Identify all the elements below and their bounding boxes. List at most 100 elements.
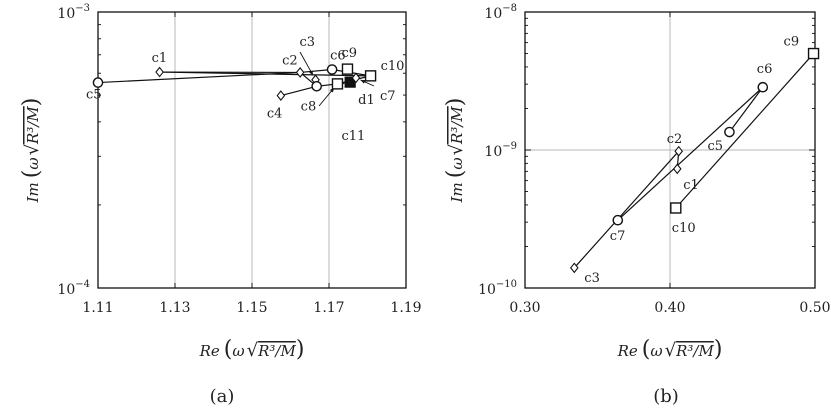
x-label-prefix: Re: [199, 342, 220, 360]
x-tick-label: 1.13: [159, 300, 190, 316]
point-label-c10: c10: [381, 59, 405, 74]
point-c4-marker: [276, 90, 286, 101]
y-label-expr: R³/M: [448, 106, 466, 145]
x-tick-label: 1.15: [236, 300, 267, 316]
x-label-expr: R³/M: [257, 342, 296, 360]
x-label-paren-close: ): [296, 337, 305, 362]
point-c10-marker: [670, 202, 682, 214]
y-tick-exponent: −4: [75, 279, 90, 290]
y-axis-label: Im (ω √R³/M): [443, 98, 468, 204]
x-tick-label: 0.50: [799, 300, 830, 316]
y-tick-base: 10: [57, 6, 75, 22]
y-tick-label: 10−9: [484, 141, 517, 160]
point-label-c11: c11: [341, 129, 365, 144]
x-label-var: ω: [650, 342, 662, 360]
point-c2-marker: [295, 67, 305, 78]
series-line-c1-c10: [159, 71, 371, 77]
y-label-paren-open: (: [19, 170, 44, 179]
point-label-c3: c3: [300, 35, 316, 50]
y-label-var: ω: [24, 157, 42, 169]
point-c3-marker: [569, 262, 579, 274]
y-tick-exponent: −10: [496, 279, 517, 290]
x-tick-label: 1.17: [313, 300, 344, 316]
x-label-sqrt: √: [665, 340, 677, 361]
point-c6-marker: [757, 81, 769, 93]
x-label-paren-close: ): [714, 337, 723, 362]
point-label-c7: c7: [610, 229, 626, 244]
series-line-c7-c6: [617, 86, 764, 221]
y-tick-base: 10: [484, 144, 502, 160]
point-c5-marker: [724, 126, 735, 138]
x-tick-label: 1.19: [390, 300, 421, 316]
y-tick-label: 10−10: [478, 279, 517, 298]
y-axis-label: Im (ω √R³/M): [19, 98, 44, 204]
x-label-expr: R³/M: [675, 342, 714, 360]
point-label-c8: c8: [301, 99, 317, 114]
x-label-prefix: Re: [617, 342, 638, 360]
point-c9-marker: [807, 47, 820, 60]
point-c6-marker: [326, 64, 338, 75]
point-c8-marker: [311, 81, 322, 92]
point-label-c2: c2: [282, 53, 298, 68]
series-line-c10-c9: [675, 53, 814, 209]
point-label-c9: c9: [341, 46, 357, 61]
x-label-sqrt: √: [247, 340, 259, 361]
point-label-c9: c9: [784, 35, 800, 50]
series-line-c4-c8: [280, 85, 317, 97]
point-label-c5: c5: [707, 139, 723, 154]
y-tick-label: 10−4: [57, 279, 90, 298]
y-label-prefix: Im: [448, 182, 466, 203]
point-label-c5: c5: [86, 88, 102, 103]
x-label-paren-open: (: [642, 337, 651, 362]
point-label-c2: c2: [667, 132, 683, 147]
point-label-c1: c1: [683, 178, 699, 193]
point-c11-marker: [331, 78, 344, 90]
point-label-c4: c4: [267, 107, 283, 122]
y-label-paren-open: (: [443, 170, 468, 179]
y-label-sqrt: √: [22, 143, 43, 155]
x-tick-label: 0.30: [509, 300, 540, 316]
y-tick-base: 10: [484, 6, 502, 22]
point-c1-marker: [672, 163, 682, 175]
series-line-c3-c2: [573, 150, 680, 269]
y-tick-exponent: −9: [502, 141, 517, 152]
point-c10-marker: [364, 70, 377, 82]
series-line-c2-c6: [300, 68, 333, 74]
point-c7-marker: [351, 72, 361, 84]
series-line-c6-c5: [728, 86, 764, 133]
panel-caption: (b): [653, 386, 679, 407]
y-tick-exponent: −3: [75, 3, 90, 14]
point-label-d1: d1: [358, 93, 375, 108]
y-tick-label: 10−8: [484, 3, 517, 22]
y-label-var: ω: [448, 157, 466, 169]
point-label-c7: c7: [380, 89, 396, 104]
point-c9-marker: [341, 63, 354, 75]
y-label-expr: R³/M: [24, 106, 42, 145]
arrowhead-c3: [309, 70, 314, 76]
x-label-paren-open: (: [224, 337, 233, 362]
point-c7-marker: [612, 214, 624, 226]
y-label-paren-close: ): [443, 98, 468, 107]
point-c1-marker: [155, 66, 164, 78]
chart-panel-b: 0.30 0.40 0.5010−1010−910−8c9c6c5c2c1c10c7…: [443, 3, 831, 407]
y-tick-base: 10: [478, 282, 496, 298]
y-label-prefix: Im: [24, 182, 42, 203]
y-tick-base: 10: [57, 282, 75, 298]
point-c2-marker: [674, 145, 684, 157]
point-label-c1: c1: [152, 51, 168, 66]
x-tick-label: 0.40: [654, 300, 685, 316]
y-tick-exponent: −8: [502, 3, 517, 14]
point-label-c6: c6: [330, 48, 346, 63]
x-tick-label: 1.11: [82, 300, 113, 316]
y-label-sqrt: √: [446, 143, 467, 155]
point-label-c10: c10: [672, 221, 696, 236]
point-label-c6: c6: [757, 62, 773, 77]
point-c5-marker: [92, 77, 104, 88]
y-label-paren-close: ): [19, 98, 44, 107]
point-label-c3: c3: [584, 271, 600, 286]
x-axis-label: Re (ω √R³/M): [617, 337, 723, 362]
arrowhead-c7: [360, 79, 366, 84]
x-axis-label: Re (ω √R³/M): [199, 337, 305, 362]
